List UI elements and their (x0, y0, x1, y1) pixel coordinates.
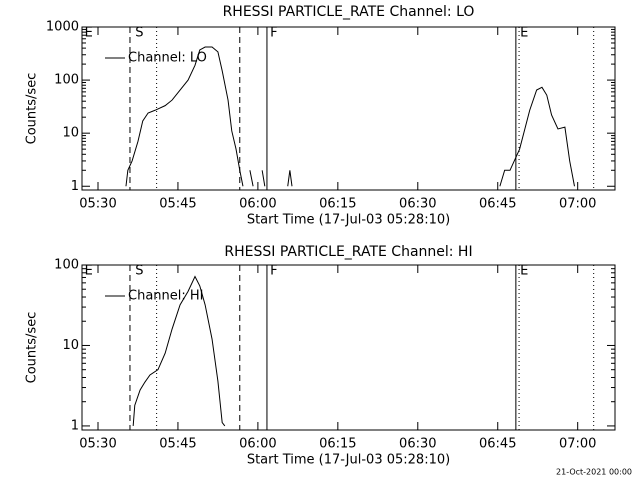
legend-label: Channel: LO (128, 51, 207, 66)
x-tick-label: 05:45 (159, 197, 196, 212)
y-tick-label: 10 (62, 126, 79, 141)
y-tick-label: 10 (62, 338, 79, 353)
flag-label: S (135, 26, 143, 41)
x-tick-label: 06:15 (319, 197, 356, 212)
x-tick-label: 06:45 (479, 437, 516, 452)
x-tick-label: 05:30 (79, 197, 116, 212)
x-tick-label: 06:00 (239, 197, 276, 212)
flag-label: E (85, 26, 93, 41)
x-tick-label: 07:00 (559, 437, 596, 452)
legend-label: Channel: HI (128, 289, 204, 304)
flag-label: E (85, 264, 93, 279)
x-tick-label: 07:00 (559, 197, 596, 212)
flag-label: S (135, 264, 143, 279)
y-axis-title: Counts/sec (25, 73, 40, 145)
y-tick-label: 1 (71, 418, 79, 433)
chart-title: RHESSI PARTICLE_RATE Channel: LO (223, 4, 475, 20)
y-axis-title: Counts/sec (25, 312, 40, 384)
x-tick-label: 06:15 (319, 437, 356, 452)
y-tick-label: 1 (71, 179, 79, 194)
x-tick-label: 06:45 (479, 197, 516, 212)
x-tick-label: 06:00 (239, 437, 276, 452)
x-axis-title: Start Time (17-Jul-03 05:28:10) (247, 453, 450, 468)
y-tick-label: 100 (54, 258, 79, 273)
flag-label: F (270, 26, 277, 41)
flag-label: F (270, 264, 277, 279)
x-tick-label: 06:30 (399, 197, 436, 212)
plot-frame (81, 26, 616, 191)
data-line (132, 275, 226, 427)
x-tick-label: 06:30 (399, 437, 436, 452)
flag-label: E (520, 264, 528, 279)
x-tick-label: 05:45 (159, 437, 196, 452)
y-tick-label: 1000 (46, 20, 79, 35)
footer: 21-Oct-2021 00:00 (556, 468, 632, 477)
chart-title: RHESSI PARTICLE_RATE Channel: HI (224, 244, 472, 260)
data-line (125, 46, 575, 187)
y-tick-label: 100 (54, 73, 79, 88)
plot-frame (81, 264, 616, 431)
flag-label: E (520, 26, 528, 41)
x-axis-title: Start Time (17-Jul-03 05:28:10) (247, 213, 450, 228)
x-tick-label: 05:30 (79, 437, 116, 452)
